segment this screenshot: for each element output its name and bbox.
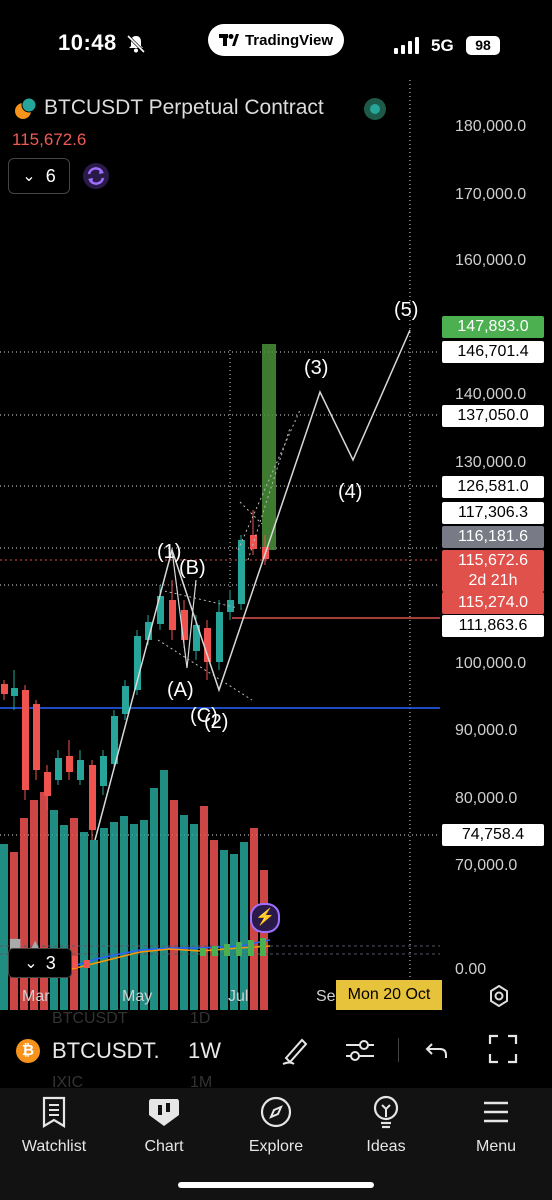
symbol-search-button[interactable]: BTCUSDT. xyxy=(52,1038,160,1063)
y-axis-label: 140,000.0 xyxy=(455,386,527,403)
market-status-dot xyxy=(364,98,386,120)
price-tag-last: 115,672.6 xyxy=(442,550,544,572)
indicator-count: 3 xyxy=(45,952,56,973)
tab-menu[interactable]: Menu xyxy=(446,1092,546,1156)
wave-label-2: (2) xyxy=(204,711,228,733)
settings-icon[interactable] xyxy=(488,985,510,1007)
bitcoin-coin-icon xyxy=(15,97,37,119)
network-type: 5G xyxy=(431,36,454,55)
faded-watchlist-interval: 1D xyxy=(190,1010,211,1027)
chart-icon xyxy=(149,1099,179,1126)
price-tag: 137,050.0 xyxy=(442,405,544,427)
fullscreen-icon[interactable] xyxy=(488,1034,518,1064)
chevron-down-icon: ⌄ xyxy=(24,955,38,972)
wave-label-5: (5) xyxy=(394,299,418,321)
bar-countdown: 2d 21h xyxy=(442,570,544,592)
faded-watchlist-interval: 1M xyxy=(190,1074,213,1091)
wave-label-3: (3) xyxy=(304,357,328,379)
compass-icon xyxy=(260,1096,292,1128)
wave-label-4: (4) xyxy=(338,481,362,503)
signal-icon xyxy=(394,37,419,54)
y-axis-label: 160,000.0 xyxy=(455,252,527,269)
tradingview-pill-label: TradingView xyxy=(244,31,334,49)
wave-label-c: (C) xyxy=(190,705,218,727)
sync-icon[interactable] xyxy=(82,162,110,190)
tab-chart[interactable]: Chart xyxy=(114,1092,214,1156)
indicator-zero-label: 0.00 xyxy=(455,961,487,978)
faded-watchlist-symbol: BTCUSDT xyxy=(52,1010,128,1027)
price-tag-high: 116,181.6 xyxy=(442,526,544,548)
y-axis-label: 80,000.0 xyxy=(455,790,518,807)
price-tag-alert: 115,274.0 xyxy=(442,592,544,614)
y-axis-label: 100,000.0 xyxy=(455,655,527,672)
undo-icon[interactable] xyxy=(424,1038,450,1062)
study-count: 6 xyxy=(45,165,56,186)
tradingview-pill[interactable]: TradingView xyxy=(208,24,344,56)
faded-watchlist-symbol: IXIC xyxy=(52,1074,84,1091)
indicator-collapse-button[interactable]: ⌄ 3 xyxy=(8,948,72,978)
x-axis-label: Jul xyxy=(228,988,249,1005)
tab-explore[interactable]: Explore xyxy=(226,1092,326,1156)
tab-ideas[interactable]: Ideas xyxy=(336,1092,436,1156)
price-tag: 74,758.4 xyxy=(442,824,544,846)
tab-label: Chart xyxy=(144,1138,184,1155)
tab-label: Ideas xyxy=(366,1138,406,1155)
price-tag: 146,701.4 xyxy=(442,341,544,363)
price-tag: 111,863.6 xyxy=(442,615,544,637)
tab-label: Menu xyxy=(475,1138,517,1155)
bitcoin-icon: ₿ xyxy=(16,1039,40,1063)
bottom-tab-bar xyxy=(0,1088,552,1200)
tab-watchlist[interactable]: Watchlist xyxy=(4,1092,104,1156)
price-tag: 117,306.3 xyxy=(442,502,544,524)
draw-pencil-icon[interactable] xyxy=(280,1034,310,1066)
battery-level: 98 xyxy=(466,36,500,55)
symbol-toolbar xyxy=(0,1020,552,1084)
y-axis-label: 70,000.0 xyxy=(455,857,518,874)
y-axis-label: 90,000.0 xyxy=(455,722,518,739)
tab-label: Watchlist xyxy=(21,1138,87,1155)
wave-label-b: (B) xyxy=(179,557,206,579)
menu-icon xyxy=(484,1101,508,1123)
tradingview-logo-icon xyxy=(218,34,239,46)
lightbulb-icon xyxy=(373,1095,399,1129)
price-tag: 126,581.0 xyxy=(442,476,544,498)
lightning-icon[interactable]: ⚡ xyxy=(250,903,280,933)
y-axis-label: 180,000.0 xyxy=(455,118,527,135)
last-price: 115,672.6 xyxy=(12,130,87,149)
y-axis-label: 170,000.0 xyxy=(455,186,527,203)
interval-button[interactable]: 1W xyxy=(188,1038,221,1063)
indicators-icon[interactable] xyxy=(344,1036,376,1064)
study-collapse-button[interactable]: ⌄ 6 xyxy=(8,158,70,194)
wave-label-1: (1) xyxy=(157,541,181,563)
crosshair-date-tag: Mon 20 Oct xyxy=(336,980,442,1010)
y-axis-label: 130,000.0 xyxy=(455,454,527,471)
watchlist-icon xyxy=(42,1096,66,1128)
tab-label: Explore xyxy=(248,1138,304,1155)
x-axis-label: Mar xyxy=(22,988,50,1005)
status-time: 10:48 xyxy=(58,30,117,55)
home-indicator[interactable] xyxy=(178,1182,374,1188)
chart-canvas[interactable]: (1) (B) (A) (C) (2) (3) (4) (5) xyxy=(0,80,552,1010)
symbol-title[interactable]: BTCUSDT Perpetual Contract xyxy=(44,96,324,119)
chevron-down-icon: ⌄ xyxy=(22,168,36,185)
price-tag-target: 147,893.0 xyxy=(442,316,544,338)
x-axis-label: May xyxy=(122,988,153,1005)
toolbar-divider xyxy=(398,1038,399,1062)
mute-bell-icon xyxy=(126,34,146,54)
wave-label-a: (A) xyxy=(167,679,194,701)
